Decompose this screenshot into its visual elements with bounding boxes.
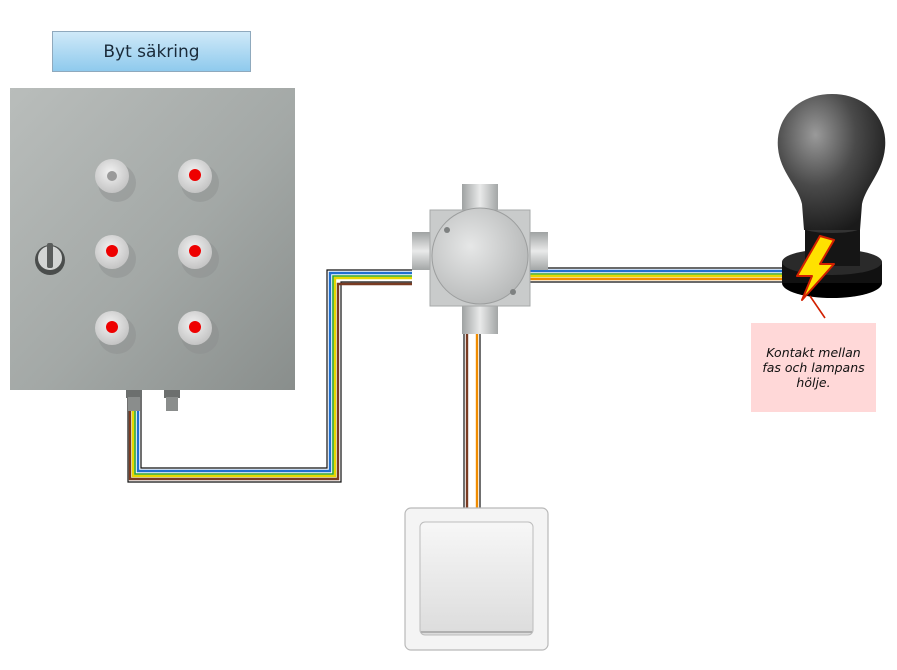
- main-switch[interactable]: [35, 243, 65, 275]
- fault-note: Kontakt mellan fas och lampans hölje.: [751, 323, 876, 412]
- junction-box: [412, 184, 548, 334]
- fuse-top-left[interactable]: [95, 159, 136, 202]
- fuse-middle-left[interactable]: [95, 235, 136, 278]
- fuse-bottom-right[interactable]: [178, 311, 219, 354]
- fault-lightning-icon: [796, 235, 835, 301]
- fuse-top-right[interactable]: [178, 159, 219, 202]
- fuse-box: [10, 88, 295, 411]
- fault-note-text: Kontakt mellan fas och lampans hölje.: [762, 345, 865, 390]
- fuse-middle-right[interactable]: [178, 235, 219, 278]
- fuse-bottom-left[interactable]: [95, 311, 136, 354]
- feed-cable: [127, 269, 412, 483]
- wall-switch[interactable]: [404, 507, 549, 651]
- replace-fuse-button[interactable]: Byt säkring: [52, 31, 251, 72]
